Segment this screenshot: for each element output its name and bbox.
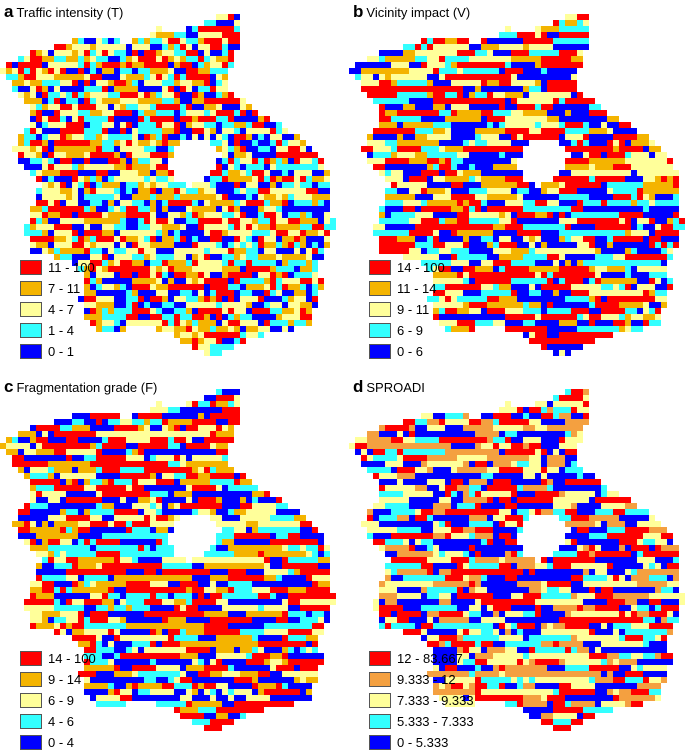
- map-traffic-intensity: [0, 14, 336, 356]
- legend-item: 5.333 - 7.333: [369, 711, 474, 732]
- legend-swatch: [20, 323, 42, 338]
- legend-item: 14 - 100: [369, 257, 445, 278]
- panel-title-text: SPROADI: [366, 380, 425, 395]
- map-legend: 11 - 100 7 - 11 4 - 7 1 - 4 0 - 1: [20, 257, 95, 362]
- map-panel-vicinity-impact: b Vicinity impact (V) 14 - 100 11 - 14 9 …: [349, 0, 697, 374]
- legend-label: 5.333 - 7.333: [397, 714, 474, 729]
- legend-label: 0 - 6: [397, 344, 424, 359]
- legend-item: 0 - 4: [20, 732, 96, 753]
- legend-swatch: [20, 651, 42, 666]
- legend-label: 9 - 11: [397, 302, 430, 317]
- map-raster: [349, 14, 685, 356]
- legend-swatch: [369, 651, 391, 666]
- legend-item: 11 - 100: [20, 257, 95, 278]
- legend-label: 11 - 14: [397, 281, 437, 296]
- panel-title: d SPROADI: [353, 377, 425, 397]
- panel-title: c Fragmentation grade (F): [4, 377, 157, 397]
- legend-label: 9 - 14: [48, 672, 82, 687]
- map-fragmentation-grade: [0, 389, 336, 731]
- legend-swatch: [20, 672, 42, 687]
- panel-title-text: Vicinity impact (V): [366, 5, 471, 20]
- legend-swatch: [369, 672, 391, 687]
- map-sproadi: [349, 389, 685, 731]
- panel-title: b Vicinity impact (V): [353, 2, 470, 22]
- legend-swatch: [20, 260, 42, 275]
- legend-item: 11 - 14: [369, 278, 445, 299]
- map-panel-fragmentation-grade: c Fragmentation grade (F) 14 - 100 9 - 14…: [0, 375, 348, 750]
- panel-letter: c: [4, 377, 14, 396]
- legend-label: 12 - 83.667: [397, 651, 463, 666]
- legend-item: 9.333 - 12: [369, 669, 474, 690]
- legend-label: 14 - 100: [48, 651, 96, 666]
- legend-item: 14 - 100: [20, 648, 96, 669]
- legend-swatch: [369, 281, 391, 296]
- legend-label: 0 - 1: [48, 344, 75, 359]
- legend-swatch: [369, 302, 391, 317]
- legend-label: 11 - 100: [48, 260, 95, 275]
- legend-item: 6 - 9: [20, 690, 96, 711]
- legend-item: 0 - 6: [369, 341, 445, 362]
- legend-item: 4 - 6: [20, 711, 96, 732]
- legend-item: 9 - 14: [20, 669, 96, 690]
- panel-letter: d: [353, 377, 364, 396]
- legend-item: 4 - 7: [20, 299, 95, 320]
- panel-title-text: Fragmentation grade (F): [16, 380, 158, 395]
- legend-label: 6 - 9: [397, 323, 424, 338]
- legend-swatch: [369, 344, 391, 359]
- legend-item: 12 - 83.667: [369, 648, 474, 669]
- map-legend: 14 - 100 9 - 14 6 - 9 4 - 6 0 - 4: [20, 648, 96, 753]
- legend-swatch: [20, 302, 42, 317]
- panel-title-text: Traffic intensity (T): [16, 5, 124, 20]
- legend-label: 14 - 100: [397, 260, 445, 275]
- legend-label: 4 - 6: [48, 714, 75, 729]
- legend-swatch: [20, 344, 42, 359]
- map-raster: [0, 14, 336, 356]
- map-panel-sproadi: d SPROADI 12 - 83.667 9.333 - 12 7.333 - …: [349, 375, 697, 750]
- map-vicinity-impact: [349, 14, 685, 356]
- legend-item: 0 - 1: [20, 341, 95, 362]
- map-panel-traffic-intensity: a Traffic intensity (T) 11 - 100 7 - 11 4…: [0, 0, 348, 374]
- legend-label: 6 - 9: [48, 693, 75, 708]
- legend-item: 9 - 11: [369, 299, 445, 320]
- legend-label: 9.333 - 12: [397, 672, 456, 687]
- legend-label: 0 - 5.333: [397, 735, 449, 750]
- legend-label: 1 - 4: [48, 323, 75, 338]
- legend-swatch: [20, 735, 42, 750]
- panel-letter: a: [4, 2, 14, 21]
- legend-swatch: [369, 260, 391, 275]
- legend-item: 6 - 9: [369, 320, 445, 341]
- legend-label: 0 - 4: [48, 735, 75, 750]
- panel-title: a Traffic intensity (T): [4, 2, 123, 22]
- legend-item: 7 - 11: [20, 278, 95, 299]
- legend-label: 4 - 7: [48, 302, 75, 317]
- map-legend: 14 - 100 11 - 14 9 - 11 6 - 9 0 - 6: [369, 257, 445, 362]
- panel-letter: b: [353, 2, 364, 21]
- legend-label: 7.333 - 9.333: [397, 693, 474, 708]
- legend-item: 0 - 5.333: [369, 732, 474, 753]
- legend-swatch: [20, 693, 42, 708]
- legend-swatch: [369, 714, 391, 729]
- map-legend: 12 - 83.667 9.333 - 12 7.333 - 9.333 5.3…: [369, 648, 474, 753]
- legend-swatch: [369, 323, 391, 338]
- legend-item: 7.333 - 9.333: [369, 690, 474, 711]
- legend-label: 7 - 11: [48, 281, 81, 296]
- legend-swatch: [20, 714, 42, 729]
- map-raster: [349, 389, 685, 731]
- legend-swatch: [369, 693, 391, 708]
- legend-swatch: [369, 735, 391, 750]
- legend-swatch: [20, 281, 42, 296]
- legend-item: 1 - 4: [20, 320, 95, 341]
- map-raster: [0, 389, 336, 731]
